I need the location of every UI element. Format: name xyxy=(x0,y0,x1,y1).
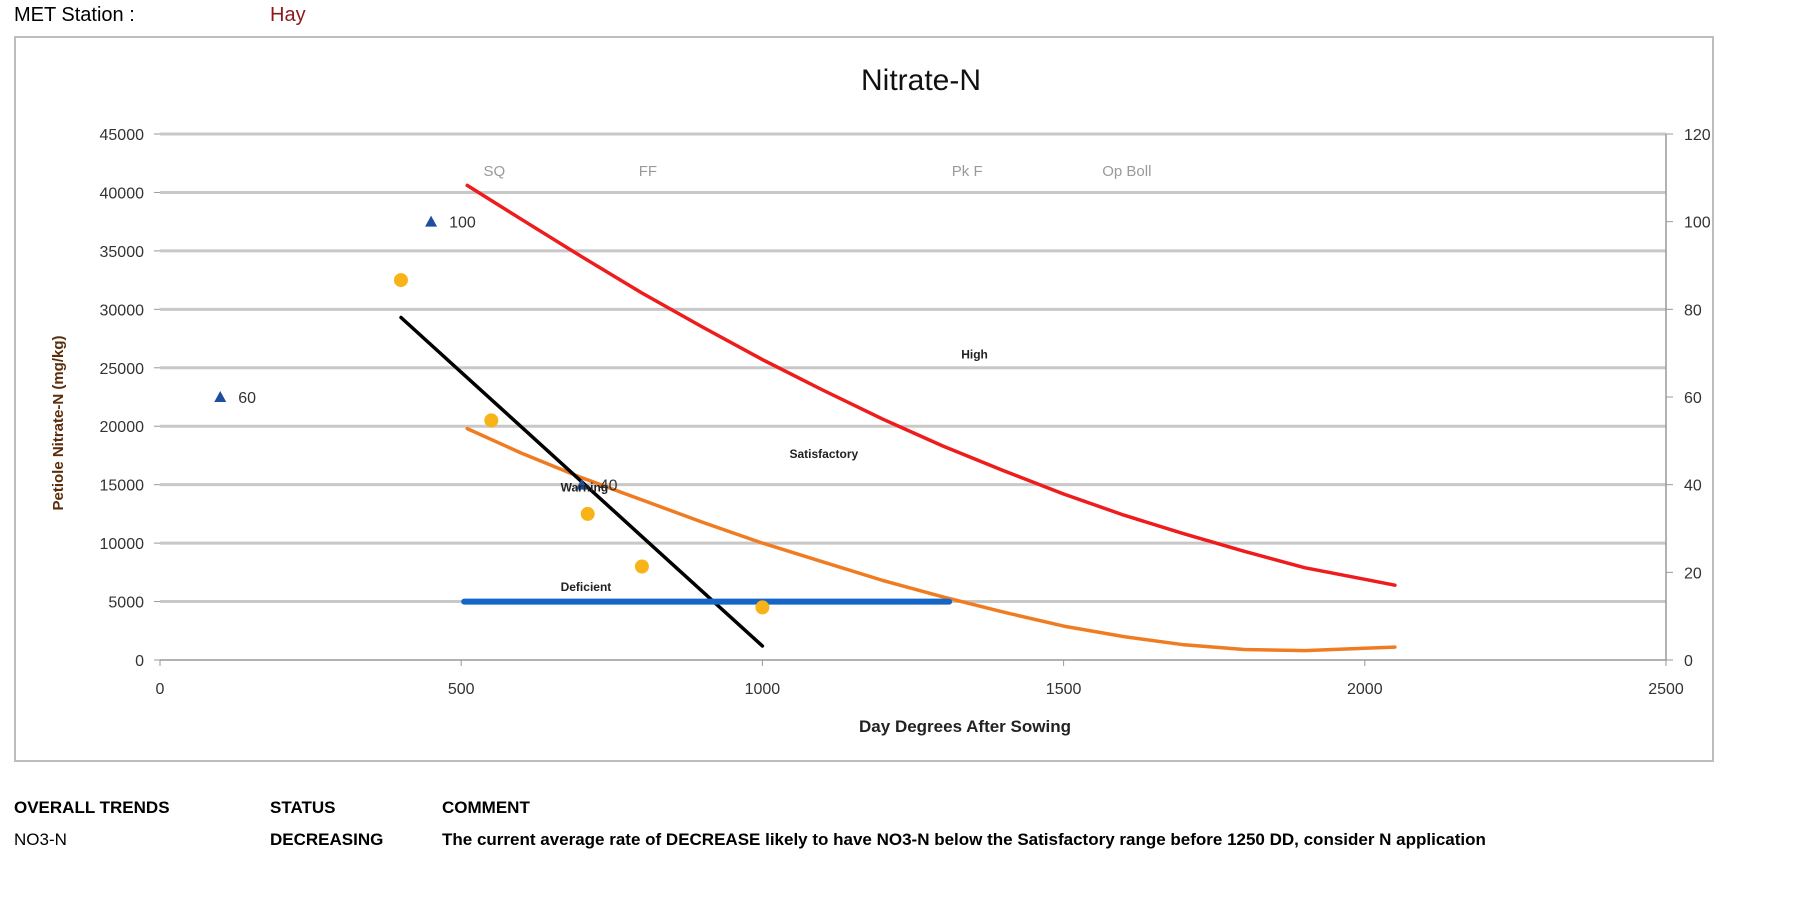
y-tick-label: 5000 xyxy=(108,595,144,612)
y2-tick-label: 100 xyxy=(1684,215,1711,232)
trend-comment: The current average rate of DECREASE lik… xyxy=(442,830,1486,849)
stage-label: FF xyxy=(639,163,657,180)
header-overall-trends: OVERALL TRENDS xyxy=(14,798,170,817)
y-tick-label: 30000 xyxy=(100,302,145,319)
met-station-value: Hay xyxy=(270,4,306,26)
stage-label: Op Boll xyxy=(1102,163,1151,180)
x-tick-label: 500 xyxy=(448,681,475,698)
x-tick-label: 1000 xyxy=(745,681,781,698)
data-point xyxy=(634,559,649,574)
stage-label: Pk F xyxy=(952,163,983,180)
triangle-marker-label: 60 xyxy=(238,390,256,407)
stage-label: SQ xyxy=(483,163,505,180)
trend-curve xyxy=(465,426,1397,653)
y-tick-label: 40000 xyxy=(100,185,145,202)
zone-label: Deficient xyxy=(561,580,612,594)
triangle-marker xyxy=(214,391,227,402)
trend-status: DECREASING xyxy=(270,830,384,849)
y-tick-label: 15000 xyxy=(100,478,145,495)
y-tick-label: 45000 xyxy=(100,127,145,144)
x-tick-label: 1500 xyxy=(1046,681,1082,698)
triangle-marker-label: 100 xyxy=(449,215,476,232)
y-tick-label: 25000 xyxy=(100,361,145,378)
data-point xyxy=(755,600,770,615)
x-tick-label: 0 xyxy=(156,681,165,698)
x-tick-label: 2500 xyxy=(1648,681,1684,698)
trend-curve xyxy=(465,183,1397,587)
x-axis-title: Day Degrees After Sowing xyxy=(859,717,1071,736)
zone-label: Warning xyxy=(561,481,609,495)
y2-tick-label: 80 xyxy=(1684,302,1702,319)
zone-label: Satisfactory xyxy=(790,447,859,461)
y2-tick-label: 20 xyxy=(1684,565,1702,582)
nitrate-chart: Nitrate-N0500010000150002000025000300003… xyxy=(50,64,1711,736)
y2-tick-label: 0 xyxy=(1684,653,1693,670)
triangle-marker-label: 40 xyxy=(600,478,618,495)
data-point xyxy=(393,273,408,288)
zone-label: High xyxy=(961,347,988,361)
chart-title: Nitrate-N xyxy=(861,64,981,97)
y-tick-label: 0 xyxy=(135,653,144,670)
y-axis-title: Petiole Nitrate-N (mg/kg) xyxy=(50,335,67,510)
y2-tick-label: 120 xyxy=(1684,127,1711,144)
triangle-marker xyxy=(575,478,588,490)
y2-tick-label: 40 xyxy=(1684,478,1702,495)
header-comment: COMMENT xyxy=(442,798,530,817)
header-status: STATUS xyxy=(270,798,336,817)
triangle-marker xyxy=(425,215,438,227)
x-tick-label: 2000 xyxy=(1347,681,1383,698)
y-tick-label: 35000 xyxy=(100,244,145,261)
data-point xyxy=(580,506,595,521)
data-point xyxy=(484,413,499,428)
y-tick-label: 10000 xyxy=(100,536,145,553)
met-station-label: MET Station : xyxy=(14,4,135,26)
chart-panel: Nitrate-N 0 5000 10000 15000 20000 25000 30000 3… xyxy=(14,36,1714,762)
y2-tick-label: 60 xyxy=(1684,390,1702,407)
y-tick-label: 20000 xyxy=(100,419,145,436)
trend-name: NO3-N xyxy=(14,830,67,849)
